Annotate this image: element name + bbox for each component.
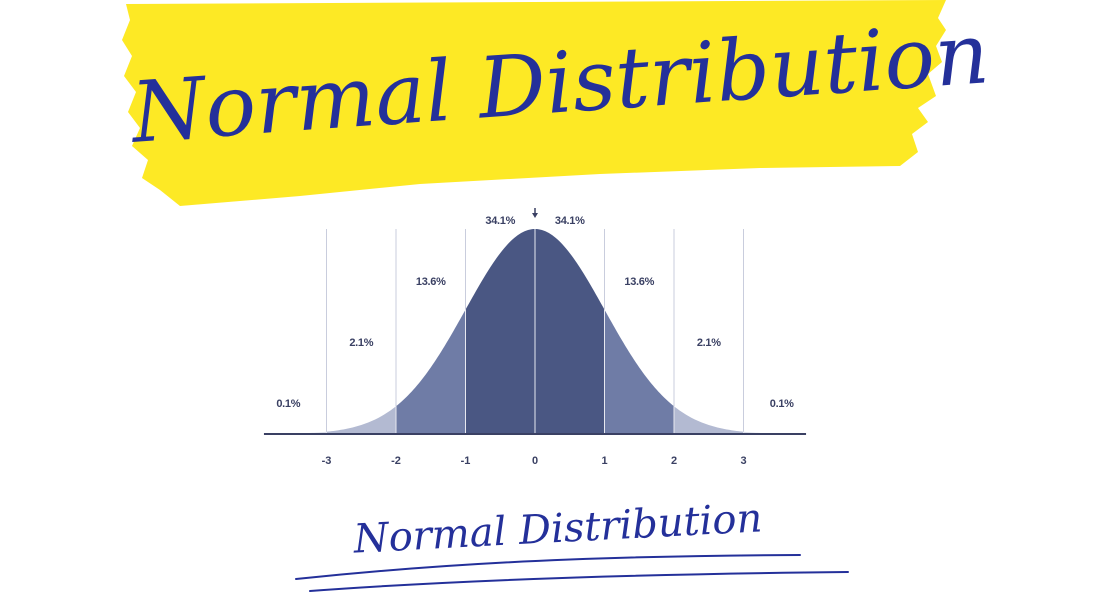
band-percent-label-1: 0.1% (276, 398, 300, 410)
x-tick-label-3: -1 (461, 455, 471, 467)
x-tick-label-4: 0 (532, 455, 538, 467)
band-percent-label-4: 34.1% (485, 215, 515, 227)
x-tick-label-6: 2 (671, 455, 677, 467)
x-tick-label-7: 3 (740, 455, 746, 467)
underline-stroke-2 (309, 571, 849, 592)
x-tick-label-2: -2 (391, 455, 401, 467)
band-3 (396, 309, 466, 434)
footer-title: Normal Distribution (352, 495, 764, 562)
band-percent-label-7: 2.1% (697, 337, 721, 349)
band-percent-label-8: 0.1% (770, 398, 794, 410)
x-tick-label-1: -3 (322, 455, 332, 467)
band-7 (674, 406, 744, 434)
underline-stroke-1 (295, 554, 801, 580)
band-percent-label-6: 13.6% (624, 276, 654, 288)
banner-brush (122, 0, 946, 206)
band-4 (465, 229, 535, 434)
band-percent-label-5: 34.1% (555, 215, 585, 227)
band-percent-label-3: 13.6% (416, 276, 446, 288)
band-6 (604, 309, 674, 434)
band-2 (326, 406, 396, 434)
band-percent-label-2: 2.1% (349, 337, 373, 349)
x-tick-label-5: 1 (601, 455, 607, 467)
mean-arrow-head (532, 213, 538, 218)
band-5 (535, 229, 605, 434)
normal-curve-chart: -3 -2 -1 0 1 2 3 0.1% 2.1% 13.6% 34.1% 34.1% 13.6% 2.… (263, 208, 807, 467)
